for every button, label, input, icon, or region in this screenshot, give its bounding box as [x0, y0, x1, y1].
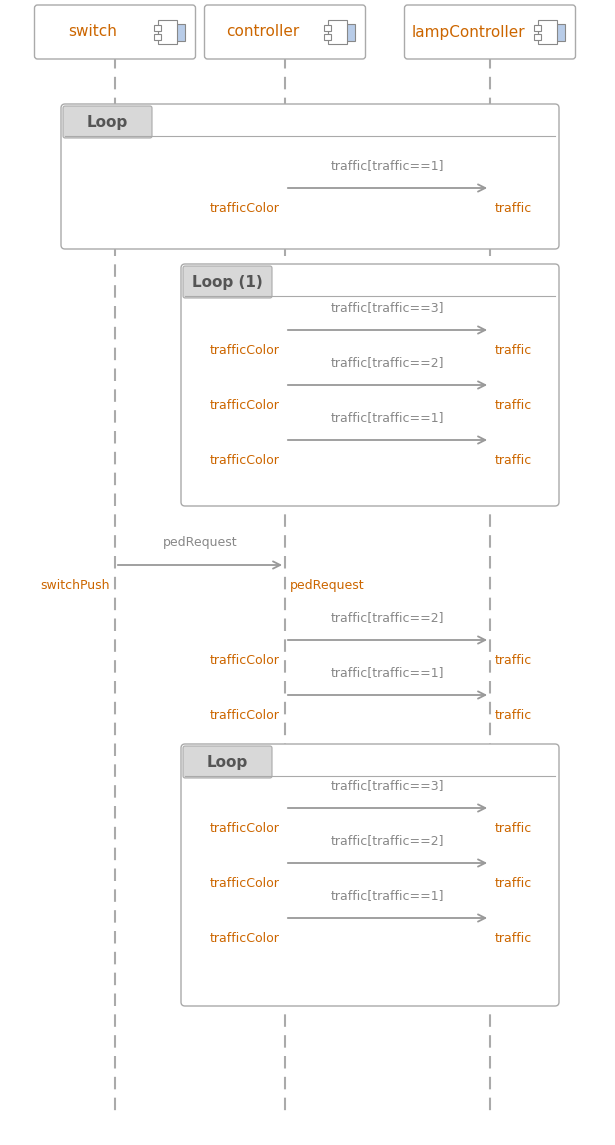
Text: Loop: Loop: [87, 114, 128, 129]
Bar: [339, 24, 355, 41]
Text: trafficColor: trafficColor: [210, 709, 280, 722]
FancyBboxPatch shape: [181, 264, 559, 506]
Text: Loop (1): Loop (1): [192, 275, 263, 290]
Bar: [534, 25, 541, 31]
Text: controller: controller: [226, 24, 300, 39]
FancyBboxPatch shape: [183, 266, 272, 298]
Text: trafficColor: trafficColor: [210, 344, 280, 357]
Text: traffic: traffic: [495, 455, 532, 467]
Bar: [158, 21, 177, 44]
Text: traffic: traffic: [495, 654, 532, 668]
Text: trafficColor: trafficColor: [210, 455, 280, 467]
Text: trafficColor: trafficColor: [210, 654, 280, 668]
Bar: [328, 21, 347, 44]
Text: traffic[traffic==2]: traffic[traffic==2]: [331, 834, 444, 847]
Bar: [549, 24, 565, 41]
Text: trafficColor: trafficColor: [210, 398, 280, 412]
Text: traffic: traffic: [495, 202, 532, 215]
Text: traffic[traffic==1]: traffic[traffic==1]: [331, 666, 444, 679]
Text: traffic: traffic: [495, 344, 532, 357]
Text: switchPush: switchPush: [41, 579, 110, 592]
Text: traffic: traffic: [495, 877, 532, 890]
Text: trafficColor: trafficColor: [210, 822, 280, 835]
Text: pedRequest: pedRequest: [163, 536, 237, 548]
Bar: [154, 34, 161, 40]
Bar: [154, 25, 161, 31]
Text: traffic: traffic: [495, 822, 532, 835]
FancyBboxPatch shape: [63, 106, 152, 139]
FancyBboxPatch shape: [181, 744, 559, 1006]
Text: trafficColor: trafficColor: [210, 932, 280, 945]
FancyBboxPatch shape: [183, 747, 272, 777]
Text: traffic[traffic==2]: traffic[traffic==2]: [331, 611, 444, 624]
FancyBboxPatch shape: [34, 5, 196, 60]
Text: traffic[traffic==1]: traffic[traffic==1]: [331, 411, 444, 424]
Text: traffic[traffic==3]: traffic[traffic==3]: [331, 301, 444, 314]
Bar: [534, 34, 541, 40]
Text: trafficColor: trafficColor: [210, 202, 280, 215]
Bar: [169, 24, 185, 41]
Bar: [324, 34, 331, 40]
Bar: [324, 25, 331, 31]
Bar: [538, 21, 557, 44]
Text: traffic: traffic: [495, 932, 532, 945]
FancyBboxPatch shape: [61, 104, 559, 248]
Text: traffic: traffic: [495, 398, 532, 412]
Text: switch: switch: [68, 24, 117, 39]
FancyBboxPatch shape: [205, 5, 365, 60]
Text: traffic: traffic: [495, 709, 532, 722]
Text: traffic[traffic==3]: traffic[traffic==3]: [331, 779, 444, 792]
Text: trafficColor: trafficColor: [210, 877, 280, 890]
Text: pedRequest: pedRequest: [290, 579, 365, 592]
Text: Loop: Loop: [207, 755, 248, 769]
Text: traffic[traffic==1]: traffic[traffic==1]: [331, 159, 444, 172]
FancyBboxPatch shape: [405, 5, 576, 60]
Text: traffic[traffic==2]: traffic[traffic==2]: [331, 356, 444, 369]
Text: lampController: lampController: [411, 24, 525, 39]
Text: traffic[traffic==1]: traffic[traffic==1]: [331, 889, 444, 902]
